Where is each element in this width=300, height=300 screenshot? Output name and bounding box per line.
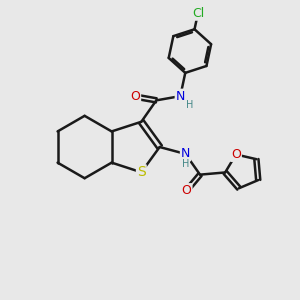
Text: N: N	[181, 148, 190, 160]
Text: S: S	[137, 165, 146, 179]
Text: H: H	[186, 100, 193, 110]
Text: N: N	[176, 90, 185, 103]
Text: H: H	[182, 159, 189, 170]
Text: O: O	[130, 90, 140, 103]
Text: O: O	[182, 184, 192, 197]
Text: O: O	[231, 148, 241, 161]
Text: Cl: Cl	[192, 7, 204, 20]
